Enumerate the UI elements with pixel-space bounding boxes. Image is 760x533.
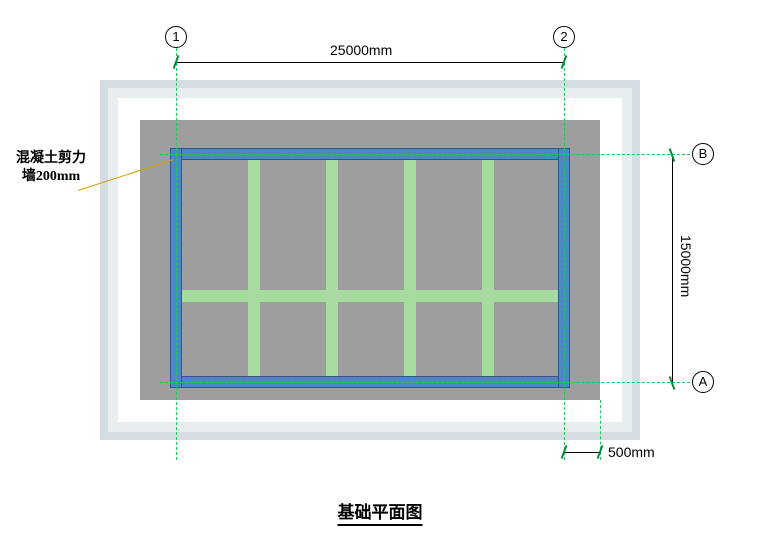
drawing-title: 基础平面图 (0, 498, 760, 523)
dim-line-width (176, 62, 564, 63)
grid-marker-2: 2 (553, 26, 575, 48)
beam-v-1 (248, 160, 260, 376)
dim-line-offset (564, 452, 600, 453)
grid-line-b (160, 154, 690, 155)
dim-tick (669, 148, 676, 162)
wall-note-line1: 混凝土剪力 (16, 151, 86, 166)
foundation-slab (140, 120, 600, 400)
drawing-canvas: 1 2 B A 25000mm 15000mm 500mm 混凝土剪力 墙200… (0, 0, 760, 533)
grid-line-a (160, 382, 690, 383)
dim-offset: 500mm (608, 444, 655, 460)
grid-line-2 (564, 48, 565, 460)
beam-v-2 (326, 160, 338, 376)
beam-v-3 (404, 160, 416, 376)
wall-note: 混凝土剪力 墙200mm (8, 150, 94, 186)
grid-marker-b: B (692, 143, 714, 165)
beam-h-mid (182, 290, 558, 302)
beam-v-4 (482, 160, 494, 376)
wall-note-line2: 墙200mm (22, 169, 80, 184)
grid-line-1 (176, 48, 177, 460)
grid-marker-a: A (692, 371, 714, 393)
grid-marker-1: 1 (165, 26, 187, 48)
dim-height: 15000mm (678, 235, 694, 297)
dim-width: 25000mm (330, 42, 392, 58)
dim-line-height (672, 154, 673, 382)
